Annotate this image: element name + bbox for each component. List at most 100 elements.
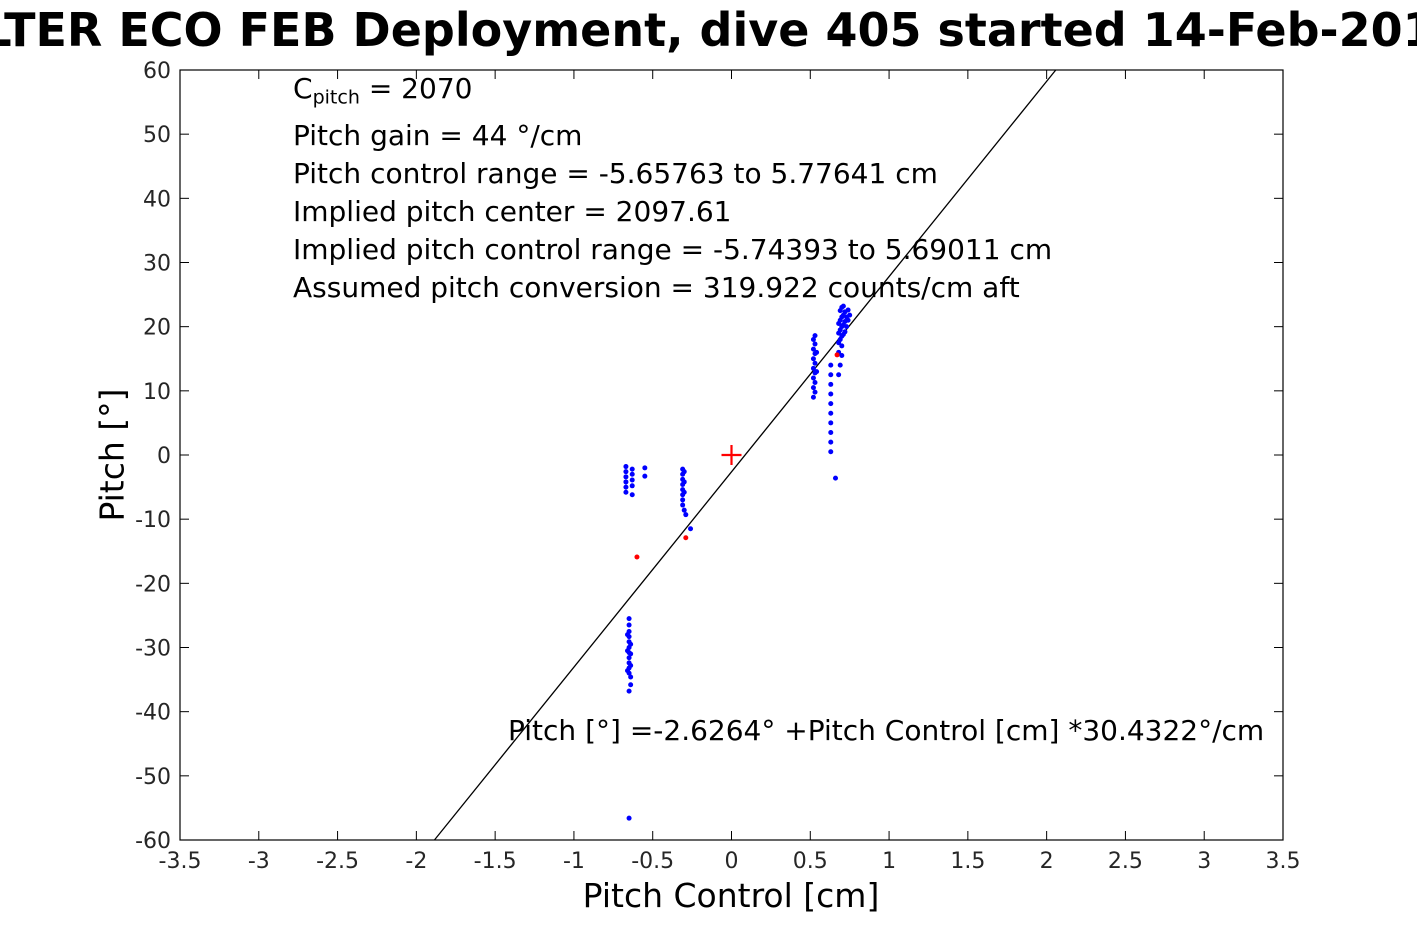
pitch-samples-point	[681, 479, 687, 485]
y-tick-label: 0	[157, 444, 171, 469]
pitch-samples-point	[629, 466, 635, 472]
y-tick-label: 30	[143, 252, 171, 277]
pitch-samples-point	[626, 688, 632, 694]
pitch-samples-point	[828, 439, 834, 445]
c-pitch-subscript: pitch	[312, 86, 360, 109]
pitch-samples-point	[847, 312, 853, 318]
pitch-samples-point	[625, 648, 631, 654]
flagged-samples-point	[634, 554, 640, 560]
y-tick-label: -60	[135, 829, 171, 854]
pitch-samples-point	[844, 324, 850, 330]
pitch-samples-point	[832, 475, 838, 481]
pitch-samples-point	[812, 360, 818, 366]
pitch-samples-point	[810, 356, 816, 362]
pitch-samples-point	[642, 473, 648, 479]
c-pitch-base: C	[293, 72, 313, 105]
pitch-samples-point	[828, 430, 834, 436]
pitch-samples-point	[812, 389, 818, 395]
pitch-samples-point	[629, 483, 635, 489]
fit-equation-label: Pitch [°] =-2.6264° +Pitch Control [cm] …	[508, 714, 1265, 747]
pitch-samples-point	[629, 471, 635, 477]
pitch-samples-point	[810, 337, 816, 342]
x-tick-label: 1.5	[950, 849, 985, 874]
pitch-samples-point	[810, 394, 816, 400]
pitch-samples-point	[839, 343, 845, 349]
pitch-samples-point	[814, 349, 820, 355]
x-tick-label: -2.5	[316, 849, 359, 874]
x-tick-label: 1	[882, 849, 896, 874]
y-tick-label: 50	[143, 123, 171, 148]
pitch-samples-point	[681, 469, 687, 475]
pitch-samples-point	[812, 379, 818, 385]
x-tick-label: 2.5	[1108, 849, 1143, 874]
y-tick-label: -10	[135, 508, 171, 533]
pitch-samples-point	[628, 641, 634, 647]
x-tick-label: -2	[405, 849, 427, 874]
figure-title: LTER ECO FEB Deployment, dive 405 starte…	[0, 3, 1417, 57]
y-tick-label: 10	[143, 380, 171, 405]
pitch-samples-point	[828, 372, 834, 378]
pitch-samples-point	[828, 420, 834, 426]
y-tick-label: 60	[143, 59, 171, 84]
annotation-pitch-control-range: Pitch control range = -5.65763 to 5.7764…	[293, 156, 938, 190]
pitch-samples-point	[842, 329, 848, 335]
annotation-pitch-gain: Pitch gain = 44 °/cm	[293, 118, 583, 152]
x-axis-label: Pitch Control [cm]	[582, 876, 880, 915]
flagged-samples-point	[683, 535, 689, 541]
pitch-samples-point	[810, 385, 816, 391]
annotation-block: Cpitch = 2070 Pitch gain = 44 °/cm Pitch…	[293, 70, 1052, 307]
pitch-samples-point	[839, 353, 845, 359]
x-tick-label: 3.5	[1266, 849, 1301, 874]
pitch-samples-point	[680, 502, 686, 508]
annotation-implied-pitch-control-range: Implied pitch control range = -5.74393 t…	[293, 232, 1053, 266]
pitch-samples-point	[814, 369, 820, 375]
pitch-samples-point	[828, 410, 834, 416]
annotation-implied-pitch-center: Implied pitch center = 2097.61	[293, 194, 732, 228]
pitch-samples-point	[626, 655, 632, 661]
y-tick-label: -30	[135, 637, 171, 662]
pitch-samples-point	[681, 489, 687, 495]
x-tick-label: 2	[1040, 849, 1054, 874]
pitch-samples-point	[629, 477, 635, 483]
pitch-samples-point	[642, 465, 648, 471]
pitch-samples-point	[683, 512, 689, 518]
pitch-samples-point	[623, 474, 629, 480]
x-tick-label: -3	[248, 849, 270, 874]
pitch-samples-point	[828, 362, 834, 368]
y-tick-label: -50	[135, 765, 171, 790]
pitch-samples-point	[626, 815, 632, 821]
pitch-samples-point	[810, 346, 816, 352]
pitch-samples-point	[837, 362, 843, 368]
annotation-assumed-pitch-conversion: Assumed pitch conversion = 319.922 count…	[293, 270, 1020, 304]
x-tick-label: 3	[1197, 849, 1211, 874]
y-tick-label: 20	[143, 316, 171, 341]
pitch-samples-point	[623, 464, 629, 470]
y-tick-label: -20	[135, 572, 171, 597]
pitch-samples-point	[688, 526, 694, 532]
pitch-samples-point	[623, 469, 629, 475]
pitch-samples-point	[626, 616, 632, 622]
fit-line	[433, 69, 1057, 841]
pitch-samples-point	[628, 682, 634, 688]
x-tick-label: 0.5	[793, 849, 828, 874]
pitch-samples-point	[828, 449, 834, 455]
pitch-samples-point	[623, 479, 629, 485]
x-tick-label: -1.5	[474, 849, 517, 874]
annotation-c-pitch: Cpitch = 2070	[293, 70, 1052, 117]
pitch-samples-point	[810, 375, 816, 381]
pitch-samples-point	[623, 484, 629, 490]
c-pitch-value: = 2070	[359, 72, 473, 105]
pitch-samples-point	[845, 307, 851, 313]
pitch-samples-point	[628, 674, 634, 680]
x-tick-label: -0.5	[631, 849, 674, 874]
pitch-samples-point	[836, 372, 842, 378]
pitch-samples-point	[812, 333, 818, 339]
x-tick-label: -3.5	[159, 849, 202, 874]
pitch-samples-point	[680, 497, 686, 503]
pitch-samples-point	[845, 317, 851, 323]
pitch-samples-point	[628, 651, 634, 657]
pitch-samples-point	[828, 391, 834, 397]
pitch-samples-point	[810, 365, 816, 371]
